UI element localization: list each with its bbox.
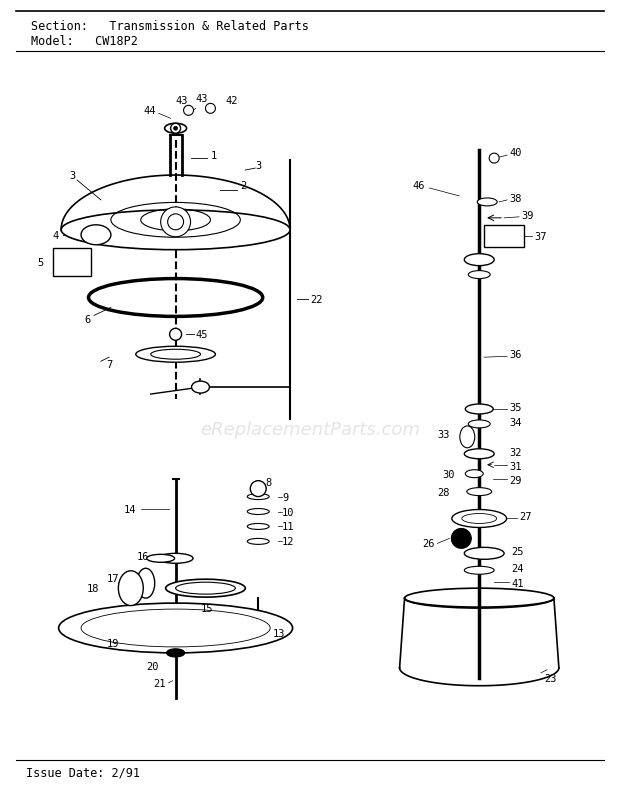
Text: 22: 22 xyxy=(310,295,322,305)
Circle shape xyxy=(489,154,499,164)
Text: 34: 34 xyxy=(509,418,521,427)
Text: 42: 42 xyxy=(226,97,238,106)
Text: Model:   CW18P2: Model: CW18P2 xyxy=(31,35,138,48)
Ellipse shape xyxy=(465,405,493,414)
Circle shape xyxy=(205,105,215,114)
Text: 17: 17 xyxy=(107,573,119,583)
Ellipse shape xyxy=(151,350,200,360)
Text: eReplacementParts.com: eReplacementParts.com xyxy=(200,420,420,439)
Text: 37: 37 xyxy=(534,231,546,242)
Text: 14: 14 xyxy=(123,504,136,514)
Text: 8: 8 xyxy=(265,477,272,487)
Text: 21: 21 xyxy=(153,678,166,688)
Ellipse shape xyxy=(464,255,494,266)
Text: 43: 43 xyxy=(195,94,208,105)
Text: 10: 10 xyxy=(282,507,294,517)
Text: 39: 39 xyxy=(521,211,534,221)
Text: 45: 45 xyxy=(195,330,208,340)
Text: 11: 11 xyxy=(282,521,294,532)
Circle shape xyxy=(170,124,180,134)
Text: 36: 36 xyxy=(509,350,521,360)
Text: Issue Date: 2/91: Issue Date: 2/91 xyxy=(26,766,140,779)
Ellipse shape xyxy=(192,382,210,393)
Text: 9: 9 xyxy=(282,492,288,502)
Ellipse shape xyxy=(247,509,269,515)
Ellipse shape xyxy=(477,199,497,207)
Text: 23: 23 xyxy=(544,673,556,683)
Text: 15: 15 xyxy=(200,603,213,613)
Ellipse shape xyxy=(61,211,290,251)
Text: 5: 5 xyxy=(37,257,43,268)
Ellipse shape xyxy=(247,539,269,545)
Ellipse shape xyxy=(166,580,246,598)
Text: 3: 3 xyxy=(255,161,262,171)
Ellipse shape xyxy=(468,271,490,279)
Text: 27: 27 xyxy=(519,512,531,521)
Text: 26: 26 xyxy=(422,539,435,549)
Text: 41: 41 xyxy=(511,578,524,589)
Ellipse shape xyxy=(59,603,293,653)
Ellipse shape xyxy=(81,225,111,246)
Text: 30: 30 xyxy=(442,469,454,479)
Text: 44: 44 xyxy=(143,106,156,116)
Text: 24: 24 xyxy=(511,564,524,573)
Ellipse shape xyxy=(147,555,175,563)
Ellipse shape xyxy=(464,449,494,459)
Ellipse shape xyxy=(118,571,143,606)
Bar xyxy=(484,225,524,247)
Text: 19: 19 xyxy=(107,638,119,648)
Ellipse shape xyxy=(247,494,269,500)
Text: 25: 25 xyxy=(511,547,524,556)
Circle shape xyxy=(250,481,266,497)
Text: 4: 4 xyxy=(53,230,59,241)
Circle shape xyxy=(451,529,471,549)
Text: 38: 38 xyxy=(509,194,521,204)
Text: 2: 2 xyxy=(241,181,247,191)
Text: 3: 3 xyxy=(70,171,76,181)
Text: 12: 12 xyxy=(282,537,294,547)
Ellipse shape xyxy=(460,427,475,448)
Text: 29: 29 xyxy=(509,475,521,485)
Text: Section:   Transmission & Related Parts: Section: Transmission & Related Parts xyxy=(31,20,309,33)
Text: 33: 33 xyxy=(437,429,450,440)
Text: 20: 20 xyxy=(146,661,159,671)
Ellipse shape xyxy=(247,524,269,530)
Text: 28: 28 xyxy=(437,487,450,497)
Ellipse shape xyxy=(167,649,185,657)
Text: 35: 35 xyxy=(509,402,521,413)
Text: 13: 13 xyxy=(273,629,286,638)
Bar xyxy=(53,248,91,277)
Text: 6: 6 xyxy=(85,315,91,325)
Ellipse shape xyxy=(158,554,193,564)
Ellipse shape xyxy=(452,510,507,528)
Ellipse shape xyxy=(464,567,494,574)
Text: 40: 40 xyxy=(509,148,521,158)
Text: 7: 7 xyxy=(106,360,112,370)
Text: 32: 32 xyxy=(509,447,521,457)
Ellipse shape xyxy=(137,569,155,599)
Circle shape xyxy=(184,106,193,116)
Ellipse shape xyxy=(468,420,490,428)
Ellipse shape xyxy=(467,488,492,496)
Text: 31: 31 xyxy=(509,461,521,471)
Ellipse shape xyxy=(165,124,187,134)
Text: 43: 43 xyxy=(175,97,188,106)
Circle shape xyxy=(170,329,182,341)
Text: 16: 16 xyxy=(136,551,149,562)
Text: 18: 18 xyxy=(86,583,99,594)
Text: 1: 1 xyxy=(210,151,217,161)
Ellipse shape xyxy=(465,470,483,478)
Ellipse shape xyxy=(464,547,504,560)
Text: 46: 46 xyxy=(412,181,425,191)
Ellipse shape xyxy=(136,347,215,363)
Circle shape xyxy=(161,208,190,238)
Circle shape xyxy=(174,127,177,131)
